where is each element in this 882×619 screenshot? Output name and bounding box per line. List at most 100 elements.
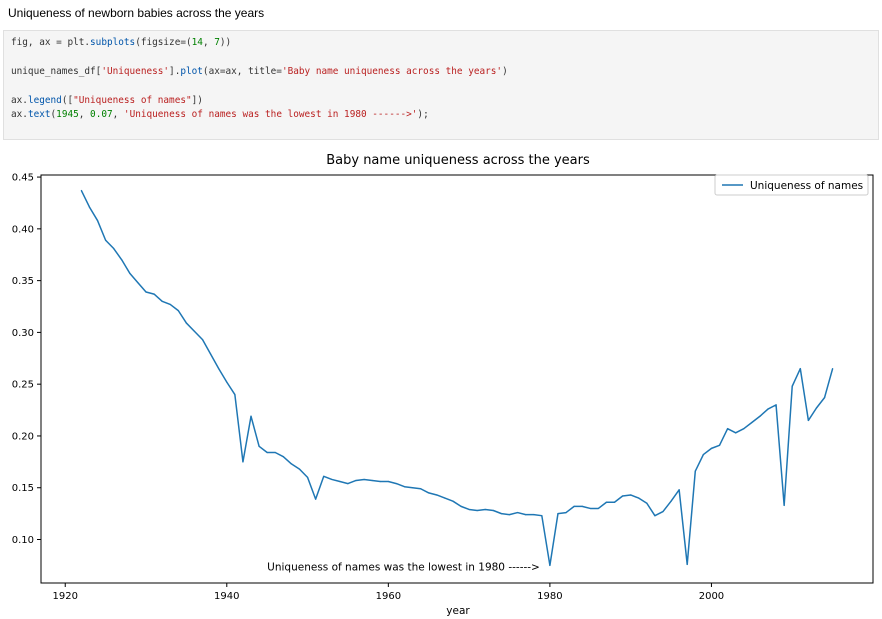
data-point [662,510,664,513]
data-point [605,501,608,503]
data-point [718,444,721,446]
code-token: fig, ax = plt. [11,37,91,48]
data-point [630,494,632,496]
data-point [670,500,672,502]
code-token: ); [417,109,429,120]
code-token: , [112,109,124,120]
data-point [298,468,301,470]
data-point [783,504,785,506]
data-point [791,385,793,387]
data-point [815,407,818,409]
data-point [702,453,704,456]
code-token: legend [27,95,62,106]
data-point [428,492,430,494]
cell-heading: Uniqueness of newborn babies across the … [8,6,265,20]
code-token: subplots [90,37,136,48]
data-point [185,322,187,324]
x-tick-label: 1960 [376,591,401,602]
data-point [234,393,236,396]
chart-annotation: Uniqueness of names was the lowest in 19… [267,562,540,574]
data-point [266,451,268,454]
y-tick-label: 0.10 [12,535,34,546]
x-tick-label: 1980 [537,591,562,602]
data-point [767,408,769,410]
data-point [218,368,220,370]
data-point [169,303,171,306]
code-token: )) [219,37,232,48]
x-tick-label: 1940 [214,591,239,602]
data-point [436,494,438,496]
data-point [274,451,276,454]
data-point [775,404,777,406]
data-point [339,480,341,483]
code-token: (figsize=( [135,37,192,48]
data-point [444,497,446,499]
code-token: ]. [169,66,181,77]
code-token: ax. [11,95,28,106]
data-point [395,482,398,485]
code-line-3: ax.legend(["Uniqueness of names"]) [11,95,203,106]
data-point [129,272,131,274]
data-point [500,513,503,515]
code-token: 'Uniqueness of names was the lowest in 1… [123,109,418,120]
y-tick-label: 0.20 [12,431,34,442]
data-point [621,495,624,497]
data-point [113,247,115,250]
data-point [315,498,317,500]
data-point [678,489,680,491]
data-point [613,501,616,503]
plot-area [40,174,874,584]
y-tick-label: 0.40 [12,224,34,235]
data-point [210,353,212,355]
code-token: 14 [191,37,203,48]
code-token: ) [502,66,508,77]
code-token: ax. [11,109,28,120]
data-point [137,282,139,284]
data-point [153,293,155,295]
code-token: 1945 [56,109,79,120]
data-point [484,508,486,511]
data-point [105,239,107,241]
data-point [226,381,228,383]
data-point [799,368,801,370]
data-point [654,515,656,517]
data-point [533,514,535,516]
data-point [516,511,519,514]
data-point [638,497,640,499]
data-point [355,479,357,482]
data-point [573,505,575,507]
y-axis: 0.10 0.15 0.20 0.25 0.30 0.35 0.40 0.45 [12,173,41,546]
data-point [80,189,82,192]
series-line-uniqueness [80,190,834,567]
data-point [492,509,494,512]
data-point [541,515,543,517]
data-point [452,500,454,502]
code-token: 'Baby name uniqueness across the years' [281,66,503,77]
y-tick-label: 0.15 [12,483,34,494]
data-point [363,478,365,481]
data-point [823,397,826,399]
data-point [371,479,373,482]
data-point [387,480,389,483]
code-token: 'Uniqueness' [101,66,170,77]
data-point [258,445,260,447]
code-cell[interactable]: fig, ax = plt.subplots(figsize=(14, 7)) … [3,30,879,140]
data-point [250,415,252,417]
y-tick-label: 0.30 [12,328,34,339]
data-point [411,487,414,489]
data-point [242,461,244,463]
data-point [743,428,745,430]
data-point [508,514,511,516]
data-point [347,482,349,485]
code-token: plot [180,66,203,77]
data-point [306,476,309,478]
legend[interactable]: Uniqueness of names [714,174,869,196]
data-point [525,514,527,516]
data-point [807,419,809,422]
data-point [290,463,293,465]
y-tick-label: 0.35 [12,276,34,287]
legend-entry: Uniqueness of names [750,180,863,192]
data-point [557,513,559,515]
data-point [589,507,591,510]
code-token: , [78,109,91,120]
